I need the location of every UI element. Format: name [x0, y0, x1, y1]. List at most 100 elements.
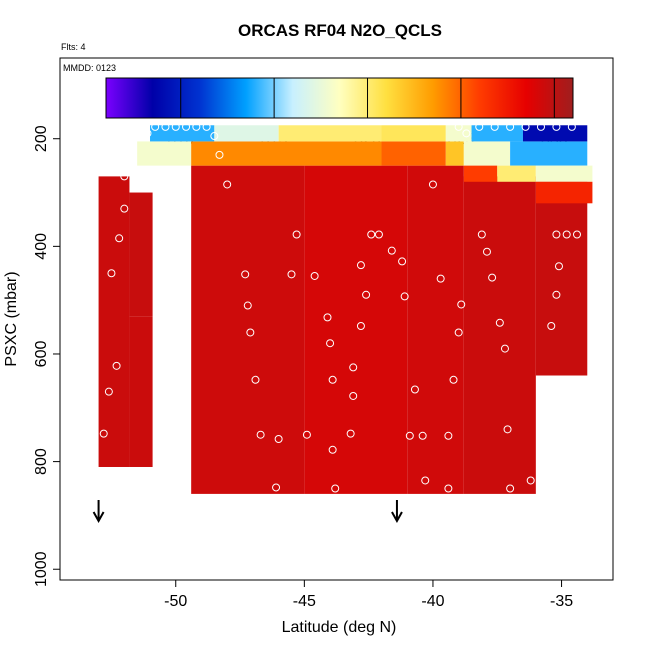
- sample-point: [444, 431, 453, 440]
- sample-point: [328, 375, 337, 384]
- sample-point: [552, 230, 561, 239]
- heatmap-cell: [463, 176, 536, 494]
- heatmap-cell: [535, 181, 593, 204]
- flight-markers: [92, 500, 403, 524]
- sample-point: [526, 476, 535, 485]
- heatmap-cell: [137, 141, 192, 166]
- sample-point: [310, 271, 319, 280]
- y-axis-label: PSXC (mbar): [3, 271, 20, 366]
- sample-point: [374, 230, 383, 239]
- flight-marker-arrowhead: [391, 511, 403, 524]
- heatmap-cells: [98, 125, 593, 494]
- heatmap-cell: [522, 125, 588, 142]
- sample-point: [356, 321, 365, 330]
- y-tick-label: 400: [33, 233, 50, 260]
- sample-point: [302, 430, 311, 439]
- sample-point: [462, 129, 471, 138]
- heatmap-cell: [304, 165, 408, 494]
- flight-marker-arrowhead: [92, 511, 105, 524]
- sample-point: [331, 484, 340, 493]
- sample-point: [418, 431, 427, 440]
- sample-point: [400, 292, 409, 301]
- sample-point: [562, 230, 571, 239]
- sample-point: [182, 122, 191, 131]
- sample-point: [292, 230, 301, 239]
- y-tick-label: 800: [33, 448, 50, 475]
- sample-point: [349, 363, 358, 372]
- sample-point: [572, 230, 581, 239]
- y-tick-label: 1000: [33, 551, 50, 587]
- sample-point: [256, 430, 265, 439]
- sample-point: [552, 290, 561, 299]
- heatmap-cell: [98, 176, 130, 467]
- sample-point: [115, 234, 124, 243]
- x-tick-label: -40: [421, 593, 444, 610]
- heatmap-cell: [129, 192, 153, 317]
- plot-frame: [59, 57, 614, 581]
- sample-point: [506, 484, 515, 493]
- sample-point: [356, 261, 365, 270]
- sample-point: [449, 375, 458, 384]
- heatmap-cell: [535, 181, 588, 376]
- sample-point: [428, 180, 437, 189]
- x-axis-label: Latitude (deg N): [282, 619, 397, 636]
- heatmap-cell: [278, 125, 382, 142]
- heatmap-cell: [471, 125, 523, 142]
- sample-point: [349, 391, 358, 400]
- heatmap-cell: [214, 125, 279, 142]
- sample-point: [503, 425, 512, 434]
- sample-point: [477, 230, 486, 239]
- sample-point: [536, 122, 545, 131]
- sample-point: [457, 300, 466, 309]
- heatmap-cell: [497, 165, 536, 182]
- sample-point: [482, 247, 491, 256]
- heatmap-cell: [191, 141, 382, 166]
- sample-point: [243, 301, 252, 310]
- sample-point: [326, 339, 335, 348]
- y-tick-label: 600: [33, 341, 50, 368]
- sample-point: [436, 274, 445, 283]
- sample-point: [454, 328, 463, 337]
- axes: -50 -45 -40 -35 200 400 600 800 1000: [33, 125, 573, 610]
- sample-point: [521, 122, 530, 131]
- sample-point: [405, 431, 414, 440]
- sample-point: [490, 122, 499, 131]
- chart-title: ORCAS RF04 N2O_QCLS: [238, 21, 442, 40]
- y-tick-label: 200: [33, 125, 50, 152]
- heatmap-cell: [381, 125, 446, 142]
- sample-point: [500, 344, 509, 353]
- sample-point: [454, 122, 463, 131]
- sample-point: [547, 321, 556, 330]
- heatmap-cell: [463, 141, 511, 166]
- sample-point: [120, 204, 129, 213]
- sample-point: [104, 387, 113, 396]
- heatmap-cell: [129, 316, 153, 467]
- sample-point: [251, 375, 260, 384]
- heatmap-cell: [510, 141, 588, 166]
- sample-point: [421, 476, 430, 485]
- sample-point: [274, 435, 283, 444]
- sample-point: [488, 273, 497, 282]
- heatmap-cell: [381, 141, 446, 166]
- x-tick-label: -35: [550, 593, 573, 610]
- sample-point: [444, 484, 453, 493]
- sample-point: [346, 429, 355, 438]
- sample-point: [362, 290, 371, 299]
- heatmap-cell: [535, 165, 593, 182]
- heatmap-cell: [150, 125, 215, 142]
- x-tick-label: -45: [293, 593, 316, 610]
- sample-point: [151, 122, 160, 131]
- sample-point: [398, 257, 407, 266]
- sample-point: [552, 122, 561, 131]
- sample-point: [241, 270, 250, 279]
- sample-point: [272, 483, 281, 492]
- sample-point: [202, 122, 211, 131]
- sample-points: [99, 122, 581, 493]
- sample-point: [210, 132, 219, 141]
- sample-point: [161, 122, 170, 131]
- colorbar-gradient: [105, 77, 574, 119]
- sample-point: [410, 385, 419, 394]
- sample-point: [567, 122, 576, 131]
- sample-point: [367, 230, 376, 239]
- sample-point: [112, 361, 121, 370]
